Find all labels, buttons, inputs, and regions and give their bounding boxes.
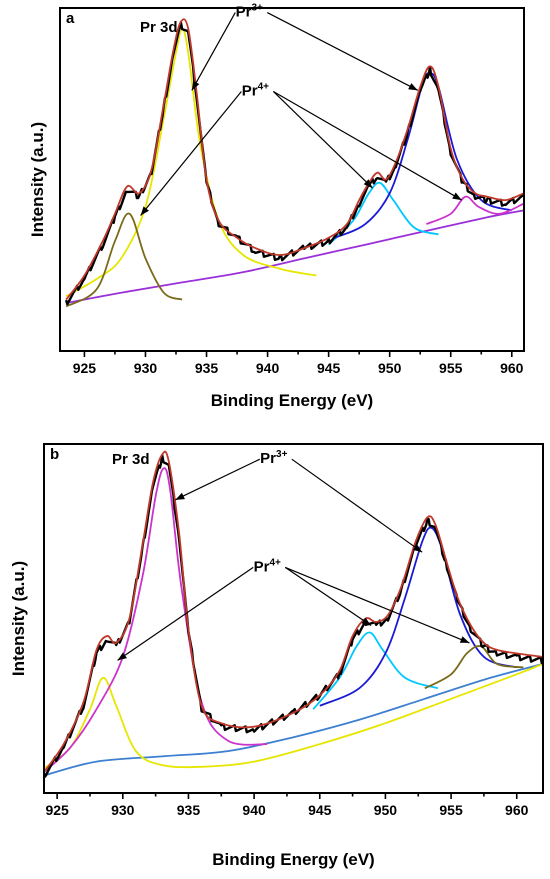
x-tick-label: 930 — [134, 360, 158, 376]
series-component-6 — [425, 195, 525, 225]
series-background-7 — [65, 209, 525, 304]
x-tick-label: 935 — [195, 360, 219, 376]
arrow-head — [361, 617, 371, 626]
series-component-4 — [327, 181, 439, 246]
series-measured-0 — [42, 454, 545, 778]
chart-title: Pr 3d — [112, 451, 150, 468]
x-tick-label: 960 — [500, 360, 524, 376]
arrow-head — [191, 80, 200, 91]
x-tick-label: 945 — [308, 802, 332, 818]
x-tick-label: 960 — [505, 802, 529, 818]
x-tick-label: 950 — [374, 802, 398, 818]
annotation-label: Pr3+ — [260, 449, 287, 467]
annotation-arrow — [273, 90, 463, 201]
series-component-3 — [65, 212, 183, 308]
annotation-arrow — [266, 12, 419, 91]
x-tick-label: 935 — [177, 802, 201, 818]
x-tick-label: 925 — [73, 360, 97, 376]
series-component-5 — [319, 526, 517, 707]
arrow-head — [363, 179, 373, 189]
x-tick-label: 955 — [439, 360, 463, 376]
annotation-arrow — [284, 566, 372, 626]
x-axis-title: Binding Energy (eV) — [211, 391, 373, 410]
annotation-arrow — [272, 91, 374, 189]
annotation-arrow — [291, 458, 423, 553]
panel-letter: b — [50, 446, 59, 463]
panel-a: 925 930 935 940 945 950 955 960 Binding Energy (… — [28, 3, 525, 410]
arrow-head — [140, 206, 149, 216]
x-tick-label: 925 — [45, 802, 69, 818]
series-background-7 — [43, 663, 544, 777]
arrow-head — [408, 83, 418, 91]
series-envelope-1 — [65, 18, 525, 301]
annotation-arrow — [191, 12, 236, 91]
annotation-label: Pr4+ — [242, 81, 269, 99]
x-tick-label: 950 — [378, 360, 402, 376]
x-tick-label: 930 — [111, 802, 135, 818]
annotation-label: Pr4+ — [254, 557, 281, 575]
panel-b: 925 930 935 940 945 950 955 960 Binding Energy (… — [9, 443, 545, 869]
plot-frame — [43, 443, 544, 794]
panel-letter: a — [66, 10, 75, 27]
annotation-arrow — [175, 458, 261, 501]
arrow-head — [459, 636, 470, 643]
x-axis-title: Binding Energy (eV) — [212, 850, 374, 869]
series-envelope-1 — [43, 450, 544, 773]
arrow-head — [452, 192, 462, 201]
x-tick-label: 940 — [242, 802, 266, 818]
y-axis-title: Intensity (a.u.) — [9, 561, 28, 676]
annotation-label: Pr3+ — [236, 3, 263, 21]
y-axis-title: Intensity (a.u.) — [28, 122, 47, 237]
chart-title: Pr 3d — [140, 19, 178, 36]
x-tick-label: 945 — [317, 360, 341, 376]
series-component-2 — [43, 663, 544, 770]
x-tick-label: 940 — [256, 360, 280, 376]
annotation-arrow — [117, 566, 254, 661]
arrow-head — [117, 652, 127, 661]
arrow-head — [412, 544, 423, 553]
annotation-arrow — [285, 566, 470, 644]
series-component-5 — [334, 72, 513, 239]
series-component-6 — [424, 645, 524, 690]
x-tick-label: 955 — [439, 802, 463, 818]
annotation-arrow — [140, 91, 242, 216]
arrow-head — [175, 492, 185, 500]
plot-frame — [59, 7, 525, 352]
